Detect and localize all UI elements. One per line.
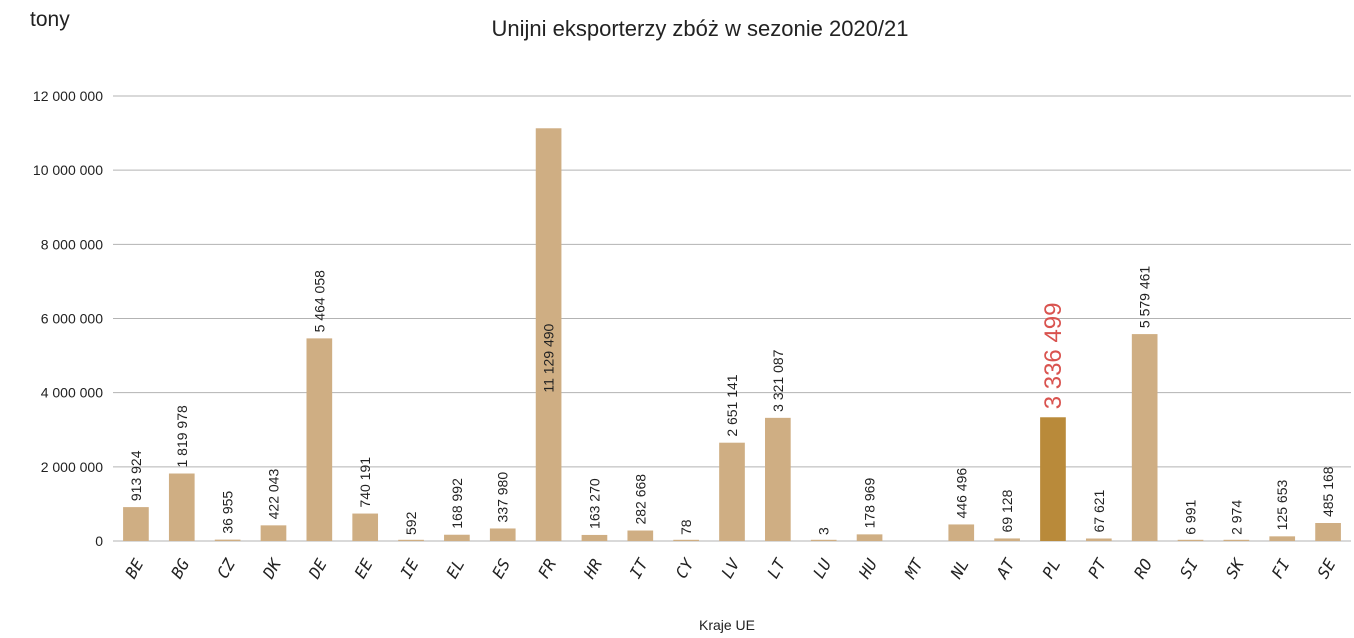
x-tick-label-fr: FR	[534, 556, 560, 582]
data-label-ee: 740 191	[357, 457, 373, 508]
data-label-es: 337 980	[495, 472, 511, 523]
data-label-pl: 3 336 499	[1040, 302, 1067, 409]
y-tick-label: 8 000 000	[41, 236, 103, 252]
bar-el	[444, 534, 470, 541]
data-label-cy: 78	[678, 519, 694, 535]
bar-pt	[1085, 538, 1112, 541]
data-label-el: 168 992	[449, 478, 465, 529]
x-tick-label-fi: FI	[1268, 555, 1294, 582]
data-label-hu: 178 969	[862, 478, 878, 529]
x-tick-label-lv: LV	[717, 554, 744, 581]
x-tick-label-nl: NL	[946, 556, 973, 583]
bar-ro	[1131, 334, 1158, 541]
x-tick-label-sk: SK	[1222, 554, 1249, 581]
data-label-fi: 125 653	[1274, 480, 1290, 531]
x-tick-label-ro: RO	[1130, 556, 1156, 582]
y-tick-label: 0	[95, 533, 103, 549]
y-tick-label: 12 000 000	[33, 88, 103, 104]
bar-nl	[948, 524, 975, 541]
bar-ee	[352, 513, 379, 541]
x-axis-ticks: BE BG CZ DK DE EE IE EL ES FR HR IT CY LV LT LU HU MT NL AT…	[121, 554, 1339, 582]
data-label-it: 282 668	[632, 474, 648, 525]
x-tick-label-bg: BG	[167, 555, 193, 582]
x-tick-label-cz: CZ	[213, 555, 239, 582]
data-label-bg: 1 819 978	[174, 405, 190, 467]
bar-cz	[214, 539, 241, 541]
data-label-dk: 422 043	[265, 469, 281, 520]
x-tick-label-de: DE	[304, 555, 331, 582]
y-tick-label: 6 000 000	[41, 311, 103, 327]
bar-lt	[765, 417, 791, 541]
data-label-si: 6 991	[1183, 499, 1199, 534]
bar-lu	[810, 539, 837, 541]
x-tick-label-cy: CY	[672, 554, 699, 581]
data-label-ro: 5 579 461	[1137, 266, 1153, 328]
data-label-fr: 11 129 490	[541, 323, 557, 392]
bar-cy	[673, 539, 699, 541]
data-label-lv: 2 651 141	[724, 374, 740, 436]
bar-de	[306, 338, 333, 541]
x-tick-label-be: BE	[121, 555, 147, 582]
x-tick-label-ie: IE	[396, 555, 422, 582]
x-tick-label-se: SE	[1313, 555, 1339, 582]
bar-es	[489, 528, 516, 541]
bar-lv	[719, 442, 745, 541]
data-label-lt: 3 321 087	[770, 349, 786, 411]
bar-hr	[581, 534, 608, 541]
data-label-cz: 36 955	[220, 491, 236, 534]
x-tick-label-lt: LT	[763, 554, 790, 581]
data-labels: 913 924 1 819 978 36 955 422 043 5 464 058 74…	[128, 266, 1336, 535]
bar-fr	[535, 128, 562, 541]
y-axis-ticks: 0 2 000 000 4 000 000 6 000 000 8 000 000 10 …	[33, 88, 103, 549]
x-tick-label-el: EL	[442, 556, 468, 582]
y-tick-label: 2 000 000	[41, 459, 103, 475]
bar-se	[1315, 523, 1341, 541]
data-label-at: 69 128	[999, 489, 1015, 532]
x-tick-label-hr: HR	[579, 556, 606, 583]
x-axis-title: Kraje UE	[699, 617, 755, 633]
data-label-ie: 592	[403, 511, 419, 535]
x-tick-label-pt: PT	[1084, 554, 1111, 581]
x-tick-label-ee: EE	[351, 555, 377, 582]
bar-ie	[398, 539, 424, 541]
bar-fi	[1269, 536, 1296, 541]
data-label-de: 5 464 058	[311, 270, 327, 332]
data-label-lu: 3	[816, 527, 832, 535]
x-tick-label-mt: MT	[900, 554, 927, 582]
x-tick-label-hu: HU	[854, 555, 881, 582]
data-label-se: 485 168	[1320, 466, 1336, 517]
chart-title: Unijni eksporterzy zbóż w sezonie 2020/2…	[491, 16, 909, 41]
bar-bg	[168, 473, 195, 541]
data-label-pt: 67 621	[1091, 489, 1107, 532]
x-tick-label-lu: LU	[809, 555, 835, 582]
y-tick-label: 10 000 000	[33, 162, 103, 178]
bar-sk	[1223, 539, 1250, 541]
data-label-nl: 446 496	[953, 468, 969, 519]
x-tick-label-it: IT	[626, 554, 653, 581]
bars	[123, 128, 1341, 541]
bar-at	[994, 538, 1020, 541]
data-label-hr: 163 270	[586, 478, 602, 529]
data-label-be: 913 924	[128, 450, 144, 501]
bar-si	[1177, 539, 1204, 541]
y-unit-label: tony	[30, 8, 70, 31]
data-label-sk: 2 974	[1228, 500, 1244, 535]
bar-dk	[260, 525, 287, 541]
bar-hu	[856, 534, 883, 541]
x-tick-label-es: ES	[488, 556, 514, 582]
x-tick-label-pl: PL	[1038, 556, 1064, 582]
x-tick-label-dk: DK	[258, 554, 285, 582]
x-tick-label-si: SI	[1176, 555, 1202, 582]
bar-be	[123, 507, 149, 541]
x-tick-label-at: AT	[992, 554, 1019, 582]
bar-it	[627, 530, 654, 541]
y-tick-label: 4 000 000	[41, 385, 103, 401]
bar-pl	[1040, 417, 1066, 541]
